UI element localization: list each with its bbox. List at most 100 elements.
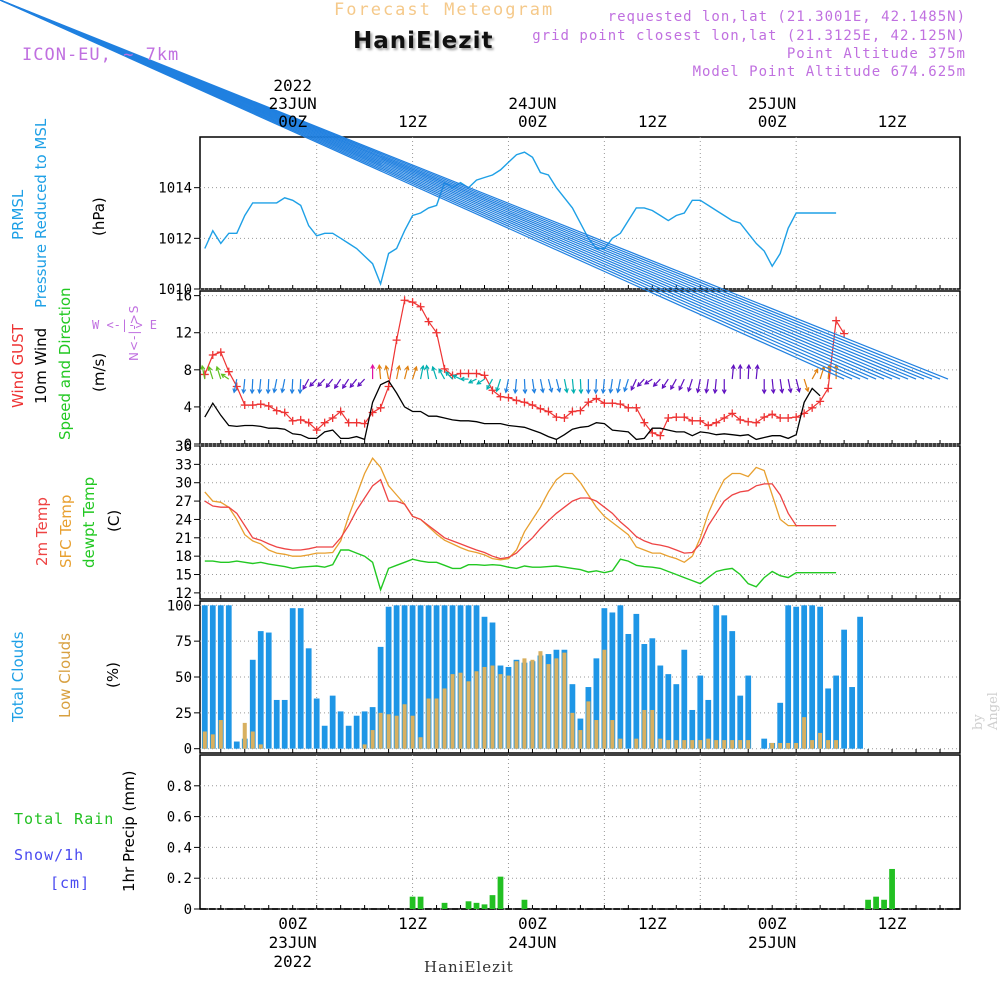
gust-point [336, 407, 345, 416]
wind-barb-head [737, 363, 743, 369]
low-cloud-bar [370, 730, 375, 749]
wind-barb [731, 365, 735, 380]
wind-barb-head [342, 384, 347, 390]
low-cloud-bar [498, 674, 503, 749]
wind-barb-head [280, 388, 286, 394]
gust-point [520, 398, 529, 407]
wind-y-tick-label: 16 [175, 289, 192, 305]
wind-barb-head [504, 388, 509, 394]
wind-barb-head [297, 389, 303, 395]
total-cloud-bar [649, 638, 656, 749]
wind-barb [547, 378, 553, 392]
wind-barb [661, 378, 669, 389]
wind-y-tick-label: 4 [184, 400, 192, 416]
wind-barb [242, 379, 246, 393]
wind-barb-head [687, 387, 692, 393]
low-cloud-bar [426, 698, 431, 749]
total-cloud-bar [329, 695, 336, 749]
top-axis-label: 00Z [278, 112, 308, 131]
wind-barb [476, 378, 485, 385]
total-cloud-bar [761, 738, 768, 749]
wind-barb-head [636, 382, 642, 387]
wind-barb [438, 368, 446, 380]
precip-bar [473, 902, 480, 909]
total-cloud-bar [409, 605, 416, 749]
gust-point [544, 407, 553, 416]
low-cloud-bar [378, 712, 383, 749]
gust-point [832, 316, 841, 325]
low-cloud-bar [418, 737, 423, 749]
wind-barb [425, 365, 430, 380]
gust-point [456, 369, 465, 378]
gust-point [384, 382, 393, 391]
wind-barb-head [349, 383, 355, 389]
top-axis-label: 25JUN [748, 94, 797, 113]
wind-barb-head [445, 371, 450, 377]
sfc-temp-series-line [204, 457, 837, 564]
top-axis-label: 00Z [757, 112, 787, 131]
precipitation-y-tick-label: 0.8 [167, 779, 192, 795]
wind-barb [404, 366, 409, 380]
model-label: ICON-EU, ~ 7km [22, 45, 180, 65]
wind-barb-head [704, 388, 710, 394]
gust-point [616, 400, 625, 409]
top-axis-label: 00Z [517, 112, 547, 131]
wind-barb-head [813, 368, 819, 374]
total-cloud-bar [281, 699, 288, 749]
low-cloud-bar [674, 740, 679, 749]
wind-panel-frame [199, 290, 961, 445]
low-cloud-bar [546, 664, 551, 749]
precipitation-y-tick-label: 0.2 [167, 871, 192, 887]
gust-point [840, 329, 849, 338]
gust-point [776, 414, 785, 423]
wind-barb [630, 378, 637, 391]
pressure-label: Pressure Reduced to MSL [32, 118, 50, 308]
wind-barb-head [241, 388, 247, 395]
wind-barb [349, 378, 358, 388]
wind-barb-head [593, 389, 599, 395]
total-clouds-label: Total Clouds [9, 631, 27, 722]
top-axis-label: 12Z [637, 112, 667, 131]
total-cloud-bar [745, 675, 752, 749]
total-cloud-bar [345, 725, 352, 749]
low-cloud-bar [258, 744, 263, 749]
wind-barb [637, 378, 645, 387]
total-cloud-bar [729, 631, 736, 749]
pressure-y-tick-label: 1014 [158, 181, 192, 197]
wind-barb-head [540, 388, 545, 394]
wind-barb [755, 365, 759, 380]
wind-barb [819, 366, 825, 380]
low-cloud-bar [810, 740, 815, 749]
gust-point [656, 431, 665, 440]
gust-point [432, 328, 441, 337]
wind-barb-head [600, 388, 606, 395]
low-cloud-bar [794, 742, 799, 749]
wind-barb-head [644, 380, 650, 385]
gust-point [288, 416, 297, 425]
total-cloud-bar [617, 605, 624, 749]
wind-barb [670, 378, 677, 390]
total-cloud-bar [233, 741, 240, 749]
wind-barb [267, 379, 270, 394]
bottom-axis-label: 12Z [637, 914, 667, 933]
wind-barb-head [413, 365, 418, 372]
precip-bar [417, 896, 424, 909]
total-cloud-bar [273, 699, 280, 749]
temperature-y-tick-label: 12 [175, 586, 192, 602]
gust-point [440, 364, 449, 373]
low-cloud-bar [530, 659, 535, 749]
precip-bar [873, 896, 879, 909]
total-cloud-bar [257, 631, 264, 749]
bottom-axis-label: 23JUN [268, 933, 317, 952]
low-cloud-bar [786, 742, 791, 749]
wind-barb-head [317, 382, 322, 387]
total-cloud-bar [673, 684, 680, 749]
wind-barb [291, 379, 294, 394]
wind-barb-head [459, 376, 465, 382]
wind-barb [0, 0, 949, 380]
wind-barb [779, 379, 783, 393]
total-cloud-bar [801, 605, 808, 749]
gust-point [504, 393, 513, 402]
wind-barb-head [678, 385, 683, 391]
